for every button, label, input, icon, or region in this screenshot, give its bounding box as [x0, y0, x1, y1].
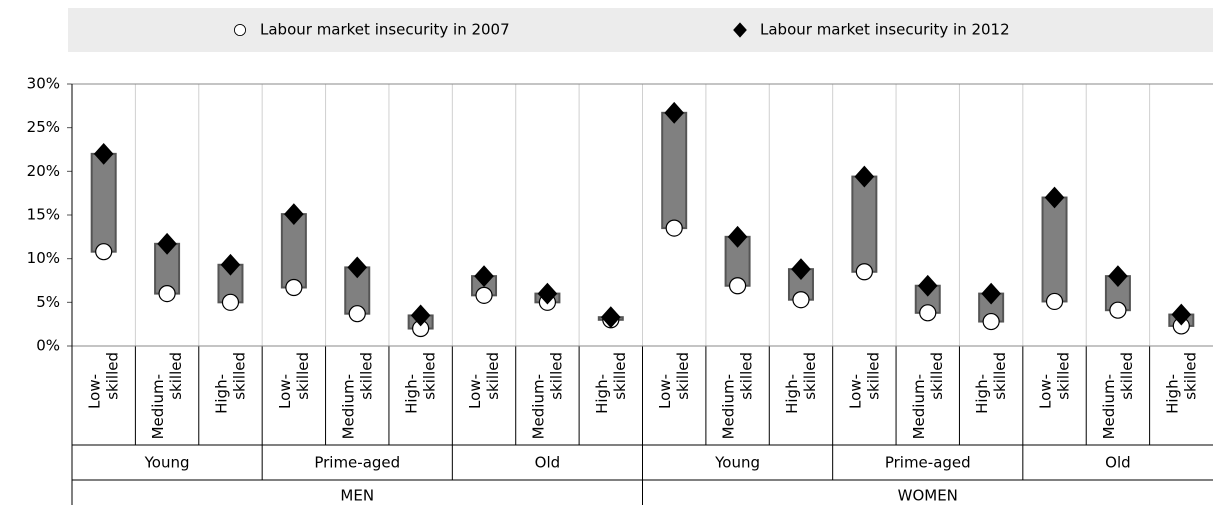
x-tick-label: High-skilled	[973, 352, 1009, 414]
x-tick-label: Low-skilled	[466, 352, 502, 409]
age-group-label: Young	[144, 454, 190, 472]
x-tick-label: High-skilled	[782, 352, 818, 414]
age-group-label: Prime-aged	[314, 454, 400, 472]
age-group-label: Prime-aged	[885, 454, 971, 472]
marker-diamond	[220, 253, 241, 276]
marker-diamond	[284, 203, 304, 226]
marker-circle	[95, 243, 113, 261]
marker-diamond	[410, 304, 431, 327]
marker-circle	[919, 304, 937, 322]
x-tick-label: Low-skilled	[275, 352, 311, 409]
x-tick-label: Medium-skilled	[719, 352, 755, 439]
x-tick-label: Medium-skilled	[909, 352, 945, 439]
x-tick-label: Low-skilled	[85, 352, 121, 409]
marker-diamond	[1044, 186, 1065, 209]
marker-circle	[1045, 292, 1064, 311]
marker-circle	[233, 23, 247, 37]
marker-circle	[665, 219, 683, 237]
marker-circle	[792, 291, 810, 309]
marker-diamond	[1171, 303, 1192, 326]
marker-diamond	[791, 258, 811, 281]
y-tick-label: 10%	[27, 249, 60, 267]
marker-diamond	[537, 282, 558, 305]
range-bar	[280, 213, 307, 289]
x-tick-label: Low-skilled	[1036, 352, 1072, 409]
sex-group-label: WOMEN	[898, 487, 958, 505]
marker-circle	[855, 263, 873, 281]
y-tick-label: 0%	[36, 337, 60, 355]
marker-diamond	[93, 142, 114, 165]
x-tick-label: Low-skilled	[656, 352, 692, 409]
marker-diamond	[600, 306, 621, 329]
range-bar	[661, 111, 688, 230]
legend-label: Labour market insecurity in 2007	[260, 21, 510, 39]
x-tick-label: Low-skilled	[846, 352, 882, 409]
marker-diamond	[733, 22, 747, 38]
range-bar	[90, 152, 117, 253]
y-tick-label: 30%	[27, 75, 60, 93]
marker-diamond	[157, 232, 177, 255]
marker-circle	[285, 278, 303, 297]
x-tick-label: Medium-skilled	[529, 352, 565, 439]
legend-background	[68, 8, 1213, 52]
sex-group-label: MEN	[340, 487, 374, 505]
age-group-label: Young	[714, 454, 760, 472]
x-tick-label: High-skilled	[402, 352, 438, 414]
x-tick-label: Medium-skilled	[339, 352, 375, 439]
marker-diamond	[917, 274, 938, 297]
range-bar	[1041, 196, 1068, 303]
marker-circle	[348, 305, 366, 323]
x-tick-label: Medium-skilled	[149, 352, 185, 439]
x-tick-label: Medium-skilled	[1099, 352, 1135, 439]
marker-circle	[982, 312, 1000, 331]
marker-diamond	[981, 282, 1001, 305]
x-tick-label: High-skilled	[592, 352, 628, 414]
marker-circle	[1109, 301, 1127, 319]
marker-circle	[158, 285, 176, 303]
marker-diamond	[854, 165, 875, 188]
marker-circle	[475, 286, 493, 304]
age-group-label: Old	[535, 454, 561, 472]
legend-label: Labour market insecurity in 2012	[760, 21, 1010, 39]
range-bar	[851, 175, 878, 273]
x-tick-label: High-skilled	[212, 352, 248, 414]
age-group-label: Old	[1105, 454, 1131, 472]
y-tick-label: 15%	[27, 206, 60, 224]
x-tick-label: High-skilled	[1163, 352, 1199, 414]
marker-diamond	[727, 225, 748, 248]
y-tick-label: 5%	[36, 293, 60, 311]
marker-diamond	[1108, 265, 1128, 288]
y-tick-label: 25%	[27, 118, 60, 136]
y-tick-label: 20%	[27, 162, 60, 180]
marker-circle	[728, 277, 747, 295]
marker-diamond	[347, 256, 368, 279]
marker-circle	[221, 293, 240, 311]
marker-diamond	[664, 101, 685, 124]
marker-diamond	[474, 265, 494, 288]
